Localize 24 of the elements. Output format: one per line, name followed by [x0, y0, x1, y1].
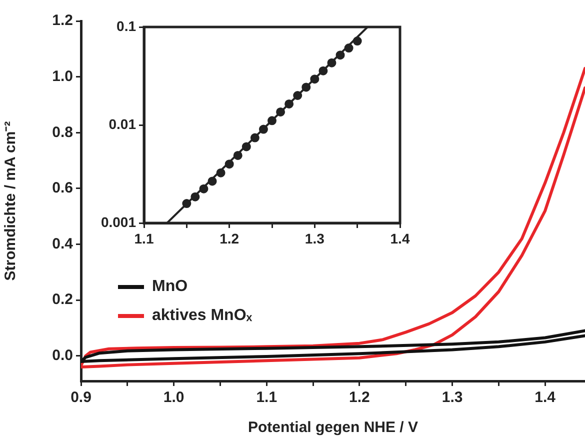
y-tick-label: 1.0 — [52, 68, 73, 85]
x-tick-label: 1.4 — [534, 389, 556, 406]
y-tick-label: 0.6 — [52, 180, 73, 197]
y-tick-label: 0.0 — [52, 347, 73, 364]
y-tick-label: 0.2 — [52, 291, 73, 308]
x-tick-label: 1.2 — [220, 230, 240, 246]
y-tick-label: 0.01 — [108, 116, 136, 132]
legend-label: aktives MnOₓ — [152, 306, 252, 324]
x-tick-label: 1.3 — [304, 230, 325, 246]
x-tick-label: 1.1 — [134, 230, 154, 246]
legend-label: MnO — [152, 278, 188, 296]
y-tick-label: 1.2 — [52, 12, 73, 30]
x-tick-label: 1.2 — [349, 389, 370, 406]
x-tick-label: 1.4 — [390, 230, 410, 246]
x-axis-title: Potential gegen NHE / V — [248, 419, 418, 436]
y-tick-label: 0.8 — [52, 124, 73, 141]
y-tick-label: 0.1 — [116, 18, 136, 34]
x-tick-label: 1.1 — [256, 389, 278, 406]
x-tick-label: 1.3 — [442, 389, 463, 406]
x-tick-label: 0.9 — [70, 389, 92, 406]
y-tick-label: 0.4 — [52, 235, 74, 252]
y-tick-label: 0.001 — [100, 214, 136, 230]
y-axis-title: Stromdichte / mA cm⁻² — [2, 121, 20, 281]
x-tick-label: 1.0 — [163, 389, 184, 406]
